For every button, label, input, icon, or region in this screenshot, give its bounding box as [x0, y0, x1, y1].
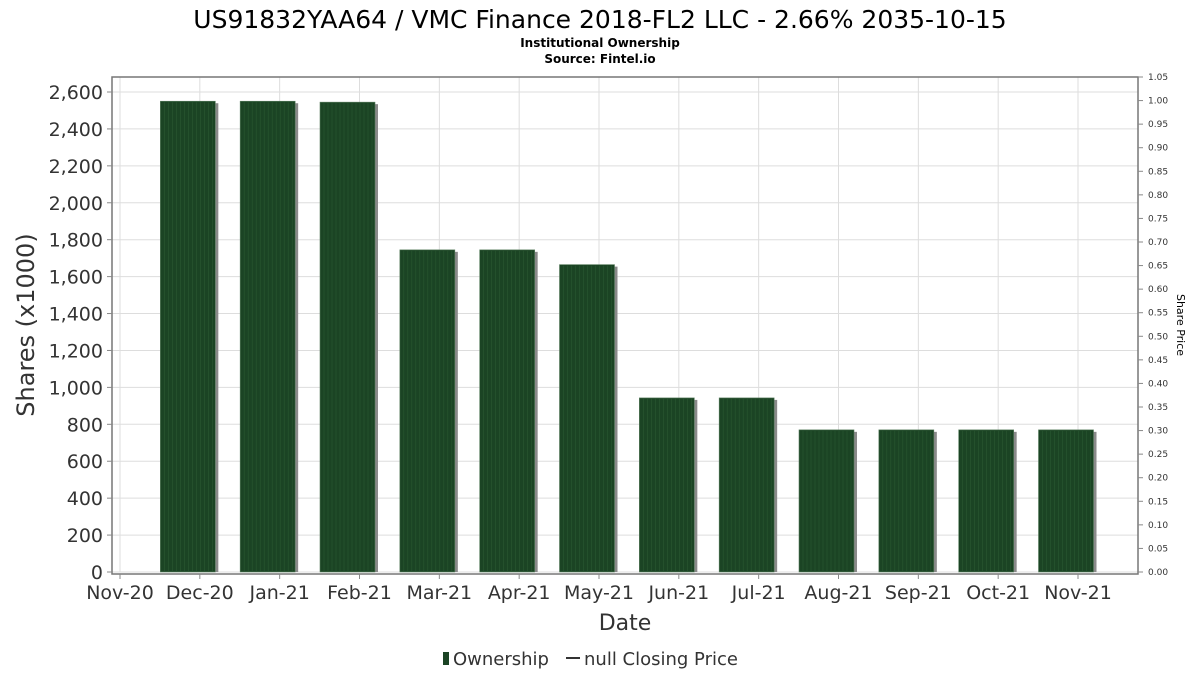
x-tick-label: Jan-21	[249, 582, 310, 604]
bar-Sep-21	[878, 429, 935, 573]
y2-tick-label: 0.10	[1148, 521, 1168, 531]
bar-Dec-20	[160, 100, 216, 573]
y2-tick-label: 0.50	[1148, 332, 1168, 342]
x-tick-label: Dec-20	[166, 582, 234, 604]
y2-tick-label: 0.25	[1148, 450, 1168, 460]
x-tick-label: Apr-21	[488, 582, 551, 604]
y-tick-label: 2,000	[49, 193, 103, 215]
y-tick-label: 1,000	[49, 377, 103, 399]
y2-tick-label: 0.65	[1148, 262, 1168, 272]
y2-tick-label: 1.05	[1148, 73, 1168, 83]
bar-Jan-21	[239, 100, 296, 573]
y-tick-label: 1,400	[49, 304, 103, 326]
y-tick-label: 1,600	[49, 267, 103, 289]
y-tick-label: 600	[67, 451, 103, 473]
x-tick-label: Nov-20	[86, 582, 154, 604]
y-tick-label: 800	[67, 414, 103, 436]
x-tick-label: Oct-21	[966, 582, 1030, 604]
bar-Oct-21	[958, 429, 1014, 573]
y2-tick-label: 0.85	[1148, 167, 1168, 177]
x-tick-label: Sep-21	[885, 582, 952, 604]
chart-title: US91832YAA64 / VMC Finance 2018-FL2 LLC …	[193, 5, 1006, 34]
legend-price-label: null Closing Price	[584, 649, 738, 670]
y2-tick-label: 0.95	[1148, 120, 1168, 130]
x-tick-label: Mar-21	[406, 582, 472, 604]
y-tick-label: 0	[91, 562, 103, 584]
x-tick-label: Nov-21	[1044, 582, 1112, 604]
bar-Jun-21	[639, 397, 695, 573]
y2-tick-label: 0.70	[1148, 238, 1168, 248]
legend-ownership-swatch	[443, 652, 449, 665]
y-axis-ticks: 0 200 400 600 800 1,000 1,200 1,400 1,600 1,800 2,…	[49, 82, 112, 584]
x-tick-label: Aug-21	[804, 582, 872, 604]
y2-tick-label: 0.90	[1148, 144, 1168, 154]
bar-Apr-21	[479, 249, 535, 573]
y2-axis-ticks: 0.00 0.05 0.10 0.15 0.20 0.25 0.30 0.35 0.40 0.45…	[1138, 73, 1168, 578]
y-axis-label: Shares (x1000)	[12, 233, 40, 416]
bar-Mar-21	[399, 249, 456, 573]
legend: Ownership null Closing Price	[443, 649, 738, 670]
y2-tick-label: 0.35	[1148, 403, 1168, 413]
y2-tick-label: 0.60	[1148, 285, 1168, 295]
x-axis-label: Date	[599, 611, 652, 636]
y2-tick-label: 0.05	[1148, 544, 1168, 554]
y-tick-label: 200	[67, 525, 103, 547]
y2-tick-label: 0.00	[1148, 568, 1168, 578]
plot-area-border	[111, 76, 1139, 575]
y2-tick-label: 0.75	[1148, 214, 1168, 224]
y2-axis-label: Share Price	[1174, 294, 1187, 356]
bars	[160, 100, 1097, 573]
y2-tick-label: 0.20	[1148, 474, 1168, 484]
y2-tick-label: 0.45	[1148, 356, 1168, 366]
x-tick-label: May-21	[564, 582, 634, 604]
x-tick-label: Jun-21	[647, 582, 709, 604]
x-tick-label: Feb-21	[327, 582, 392, 604]
legend-ownership-label: Ownership	[453, 649, 549, 670]
y-tick-label: 2,200	[49, 156, 103, 178]
y-tick-label: 1,200	[49, 340, 103, 362]
y-tick-label: 2,400	[49, 119, 103, 141]
chart-subtitle: Institutional Ownership	[520, 36, 680, 50]
y2-tick-label: 0.80	[1148, 191, 1168, 201]
bar-Jul-21	[718, 397, 775, 573]
y2-tick-label: 0.55	[1148, 309, 1168, 319]
x-axis-ticks: Nov-20 Dec-20 Jan-21 Feb-21 Mar-21 Apr-21 May-…	[86, 574, 1112, 604]
bar-May-21	[559, 264, 615, 573]
bar-Nov-21	[1038, 429, 1094, 573]
bar-Aug-21	[798, 429, 855, 573]
y-tick-label: 400	[67, 488, 103, 510]
y-tick-label: 1,800	[49, 230, 103, 252]
x-tick-label: Jul-21	[731, 582, 786, 604]
y2-tick-label: 1.00	[1148, 97, 1168, 107]
y2-tick-label: 0.15	[1148, 497, 1168, 507]
y2-tick-label: 0.40	[1148, 379, 1168, 389]
y2-tick-label: 0.30	[1148, 427, 1168, 437]
chart-source: Source: Fintel.io	[544, 52, 655, 66]
y-tick-label: 2,600	[49, 82, 103, 104]
bar-Feb-21	[319, 101, 376, 573]
